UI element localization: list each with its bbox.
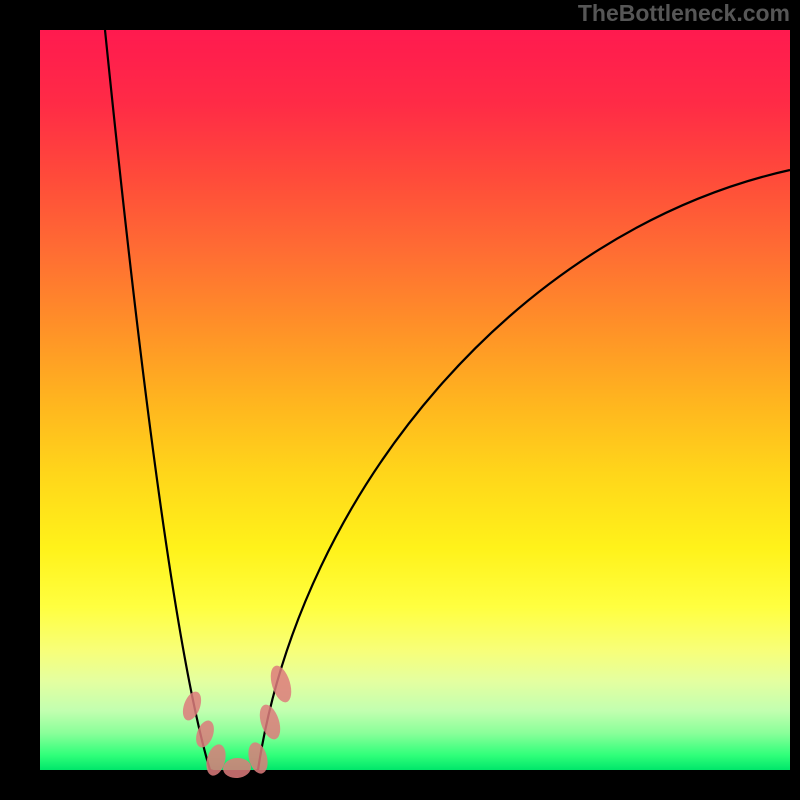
chart-canvas: TheBottleneck.com xyxy=(0,0,800,800)
gradient-plot-area xyxy=(40,30,790,770)
watermark-text: TheBottleneck.com xyxy=(578,0,790,27)
bottleneck-chart-svg xyxy=(0,0,800,800)
